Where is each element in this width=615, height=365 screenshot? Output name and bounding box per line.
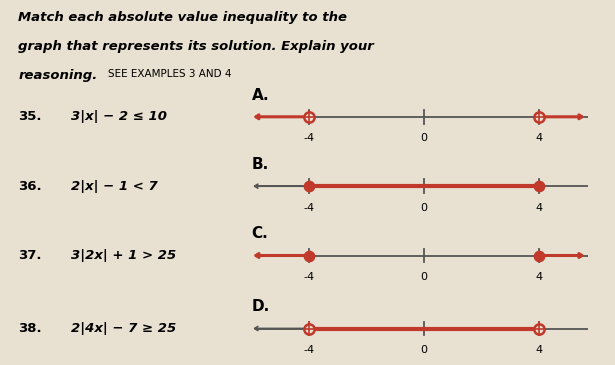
Text: 0: 0	[421, 272, 427, 282]
Text: -4: -4	[304, 345, 315, 355]
Text: -4: -4	[304, 133, 315, 143]
Text: 2|x| − 1 < 7: 2|x| − 1 < 7	[71, 180, 157, 193]
Text: 38.: 38.	[18, 322, 42, 335]
Point	[304, 114, 314, 120]
Text: C.: C.	[252, 226, 269, 241]
Text: reasoning.: reasoning.	[18, 69, 98, 82]
Point	[304, 183, 314, 189]
Text: Match each absolute value inequality to the: Match each absolute value inequality to …	[18, 11, 347, 24]
Text: SEE EXAMPLES 3 AND 4: SEE EXAMPLES 3 AND 4	[108, 69, 231, 79]
Text: 0: 0	[421, 203, 427, 213]
Point	[534, 326, 544, 331]
Text: graph that represents its solution. Explain your: graph that represents its solution. Expl…	[18, 40, 374, 53]
Point	[534, 114, 544, 120]
Text: 4: 4	[535, 133, 542, 143]
Text: -4: -4	[304, 272, 315, 282]
Text: 4: 4	[535, 345, 542, 355]
Text: 0: 0	[421, 133, 427, 143]
Point	[534, 183, 544, 189]
Text: 0: 0	[421, 345, 427, 355]
Text: 37.: 37.	[18, 249, 42, 262]
Point	[304, 253, 314, 258]
Text: 4: 4	[535, 272, 542, 282]
Text: A.: A.	[252, 88, 269, 103]
Text: 36.: 36.	[18, 180, 42, 193]
Text: 2|4x| − 7 ≥ 25: 2|4x| − 7 ≥ 25	[71, 322, 176, 335]
Text: 3|2x| + 1 > 25: 3|2x| + 1 > 25	[71, 249, 176, 262]
Text: 35.: 35.	[18, 110, 42, 123]
Text: -4: -4	[304, 203, 315, 213]
Text: 3|x| − 2 ≤ 10: 3|x| − 2 ≤ 10	[71, 110, 167, 123]
Text: B.: B.	[252, 157, 269, 172]
Text: 4: 4	[535, 203, 542, 213]
Text: D.: D.	[252, 299, 270, 314]
Point	[534, 253, 544, 258]
Point	[304, 326, 314, 331]
